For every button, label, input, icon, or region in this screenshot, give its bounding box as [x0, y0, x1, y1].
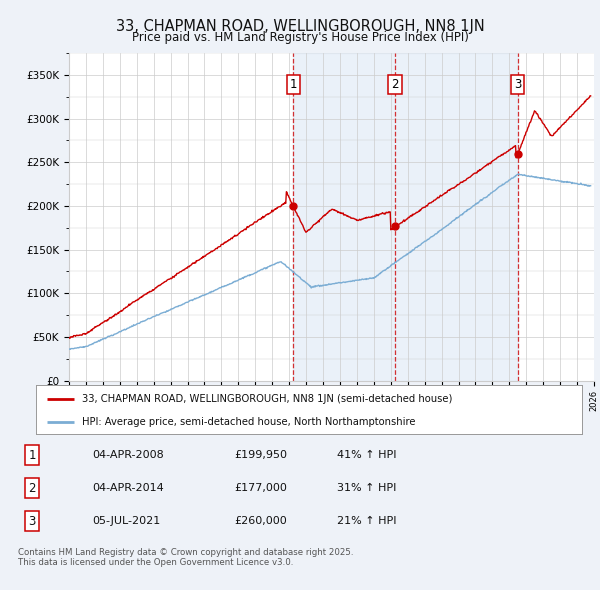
Text: £199,950: £199,950 — [235, 450, 287, 460]
Text: 31% ↑ HPI: 31% ↑ HPI — [337, 483, 397, 493]
Text: Price paid vs. HM Land Registry's House Price Index (HPI): Price paid vs. HM Land Registry's House … — [131, 31, 469, 44]
Text: Contains HM Land Registry data © Crown copyright and database right 2025.
This d: Contains HM Land Registry data © Crown c… — [18, 548, 353, 567]
Text: 33, CHAPMAN ROAD, WELLINGBOROUGH, NN8 1JN: 33, CHAPMAN ROAD, WELLINGBOROUGH, NN8 1J… — [116, 19, 484, 34]
Text: 04-APR-2008: 04-APR-2008 — [92, 450, 164, 460]
Text: 05-JUL-2021: 05-JUL-2021 — [92, 516, 160, 526]
Point — [513, 149, 523, 158]
Text: 2: 2 — [391, 78, 399, 91]
Text: 3: 3 — [514, 78, 521, 91]
Text: 1: 1 — [29, 448, 36, 462]
Text: 04-APR-2014: 04-APR-2014 — [92, 483, 164, 493]
Text: £177,000: £177,000 — [235, 483, 287, 493]
Text: HPI: Average price, semi-detached house, North Northamptonshire: HPI: Average price, semi-detached house,… — [82, 417, 416, 427]
Text: 1: 1 — [290, 78, 297, 91]
Bar — [293, 53, 518, 381]
Text: 33, CHAPMAN ROAD, WELLINGBOROUGH, NN8 1JN (semi-detached house): 33, CHAPMAN ROAD, WELLINGBOROUGH, NN8 1J… — [82, 394, 453, 404]
Text: 2: 2 — [29, 481, 36, 495]
Point — [289, 201, 298, 211]
Text: 21% ↑ HPI: 21% ↑ HPI — [337, 516, 397, 526]
Text: £260,000: £260,000 — [235, 516, 287, 526]
Text: 41% ↑ HPI: 41% ↑ HPI — [337, 450, 397, 460]
Point — [390, 221, 400, 231]
Text: 3: 3 — [29, 514, 36, 528]
